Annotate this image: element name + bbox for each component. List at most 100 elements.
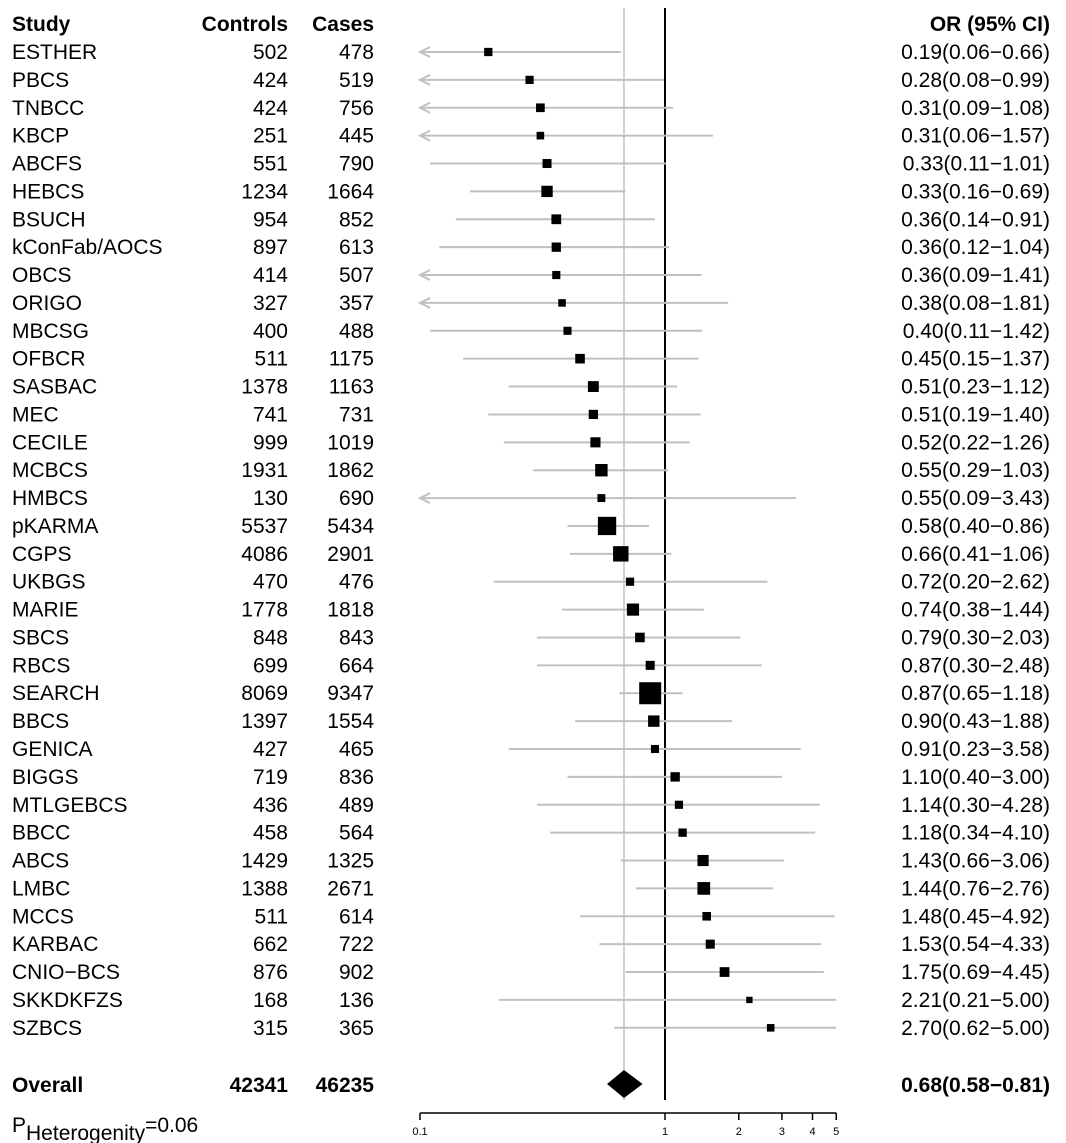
ci-arrow-left: [417, 269, 431, 281]
study-controls: 699: [253, 654, 288, 677]
study-row: MCCS 511 614 1.48(0.45−4.92): [12, 905, 1050, 928]
study-or-ci: 0.87(0.65−1.18): [901, 682, 1050, 705]
study-controls: 130: [253, 487, 288, 510]
study-cases: 489: [339, 794, 374, 817]
or-marker: [645, 660, 655, 670]
study-or-ci: 0.91(0.23−3.58): [901, 738, 1050, 761]
study-name: RBCS: [12, 654, 70, 677]
study-name: BIGGS: [12, 766, 79, 789]
study-controls: 999: [253, 431, 288, 454]
study-controls: 424: [253, 69, 288, 92]
study-cases: 664: [339, 654, 374, 677]
or-marker: [625, 577, 635, 586]
study-controls: 414: [253, 264, 288, 287]
or-marker: [563, 326, 572, 335]
study-controls: 4086: [241, 543, 288, 566]
ci-arrow-left: [417, 129, 431, 142]
study-cases: 2901: [327, 543, 374, 566]
study-or-ci: 1.75(0.69−4.45): [901, 961, 1050, 984]
study-row: SKKDKFZS 168 136 2.21(0.21−5.00): [12, 989, 1050, 1012]
overall-label: Overall: [12, 1074, 83, 1097]
study-cases: 365: [339, 1017, 374, 1040]
study-name: SZBCS: [12, 1017, 82, 1040]
study-row: HEBCS 1234 1664 0.33(0.16−0.69): [12, 180, 1050, 203]
study-row: LMBC 1388 2671 1.44(0.76−2.76): [12, 877, 1050, 900]
or-marker: [536, 131, 545, 140]
study-controls: 662: [253, 933, 288, 956]
study-controls: 954: [253, 208, 288, 231]
study-row: ABCFS 551 790 0.33(0.11−1.01): [12, 153, 1050, 176]
study-row: KARBAC 662 722 1.53(0.54−4.33): [12, 933, 1050, 956]
study-cases: 790: [339, 153, 374, 176]
study-controls: 551: [253, 153, 288, 176]
study-row: RBCS 699 664 0.87(0.30−2.48): [12, 654, 1050, 677]
study-name: KBCP: [12, 125, 69, 148]
study-or-ci: 0.33(0.16−0.69): [901, 180, 1050, 203]
or-marker: [670, 772, 680, 782]
study-name: MCCS: [12, 905, 74, 928]
or-marker: [650, 744, 660, 754]
study-row: CGPS 4086 2901 0.66(0.41−1.06): [12, 543, 1050, 566]
study-or-ci: 0.58(0.40−0.86): [901, 515, 1050, 538]
study-name: SEARCH: [12, 682, 100, 705]
study-or-ci: 0.45(0.15−1.37): [901, 348, 1050, 371]
study-or-ci: 1.44(0.76−2.76): [901, 877, 1050, 900]
study-row: GENICA 427 465 0.91(0.23−3.58): [12, 738, 1050, 761]
study-cases: 1019: [327, 431, 374, 454]
study-cases: 507: [339, 264, 374, 287]
study-controls: 470: [253, 571, 288, 594]
study-row: TNBCC 424 756 0.31(0.09−1.08): [12, 97, 1050, 120]
heterogeneity-footnote: PHeterogenity=0.06: [12, 1114, 198, 1143]
study-row: KBCP 251 445 0.31(0.06−1.57): [12, 125, 1050, 148]
or-marker: [590, 437, 601, 448]
study-controls: 458: [253, 822, 288, 845]
study-name: CECILE: [12, 431, 88, 454]
study-controls: 719: [253, 766, 288, 789]
study-cases: 136: [339, 989, 374, 1012]
study-cases: 519: [339, 69, 374, 92]
study-name: MTLGEBCS: [12, 794, 128, 817]
ci-arrow-left: [417, 101, 431, 114]
study-cases: 1175: [329, 348, 374, 371]
study-controls: 848: [253, 626, 288, 649]
study-row: PBCS 424 519 0.28(0.08−0.99): [12, 69, 1050, 92]
study-cases: 445: [339, 125, 374, 148]
study-name: ORIGO: [12, 292, 82, 315]
study-controls: 327: [253, 292, 288, 315]
tick-label: 1: [662, 1126, 668, 1138]
ci-arrow-left: [417, 73, 431, 86]
study-name: TNBCC: [12, 97, 84, 120]
study-cases: 614: [339, 905, 374, 928]
study-cases: 836: [339, 766, 374, 789]
study-row: SBCS 848 843 0.79(0.30−2.03): [12, 626, 1050, 649]
study-or-ci: 0.74(0.38−1.44): [901, 599, 1050, 622]
or-marker: [746, 996, 753, 1004]
study-cases: 2671: [327, 877, 374, 900]
study-name: BSUCH: [12, 208, 86, 231]
study-cases: 1818: [327, 599, 374, 622]
study-cases: 722: [339, 933, 374, 956]
study-name: SASBAC: [12, 376, 97, 399]
study-controls: 1397: [241, 710, 288, 733]
study-row: SEARCH 8069 9347 0.87(0.65−1.18): [12, 682, 1050, 705]
study-controls: 424: [253, 97, 288, 120]
study-cases: 476: [339, 571, 374, 594]
study-cases: 1664: [327, 180, 374, 203]
study-or-ci: 0.55(0.09−3.43): [901, 487, 1050, 510]
study-name: ABCS: [12, 850, 69, 873]
or-marker: [525, 75, 534, 84]
study-row: SASBAC 1378 1163 0.51(0.23−1.12): [12, 376, 1050, 399]
study-row: HMBCS 130 690 0.55(0.09−3.43): [12, 487, 1050, 510]
or-marker: [719, 967, 730, 977]
study-name: HEBCS: [12, 180, 84, 203]
study-or-ci: 1.18(0.34−4.10): [901, 822, 1050, 845]
study-cases: 564: [339, 822, 374, 845]
study-or-ci: 0.36(0.09−1.41): [901, 264, 1050, 287]
study-cases: 690: [339, 487, 374, 510]
study-cases: 613: [339, 236, 374, 259]
or-marker: [697, 854, 709, 867]
study-cases: 1325: [327, 850, 374, 873]
or-marker: [552, 270, 561, 280]
study-or-ci: 1.48(0.45−4.92): [901, 905, 1050, 928]
study-controls: 5537: [241, 515, 288, 538]
